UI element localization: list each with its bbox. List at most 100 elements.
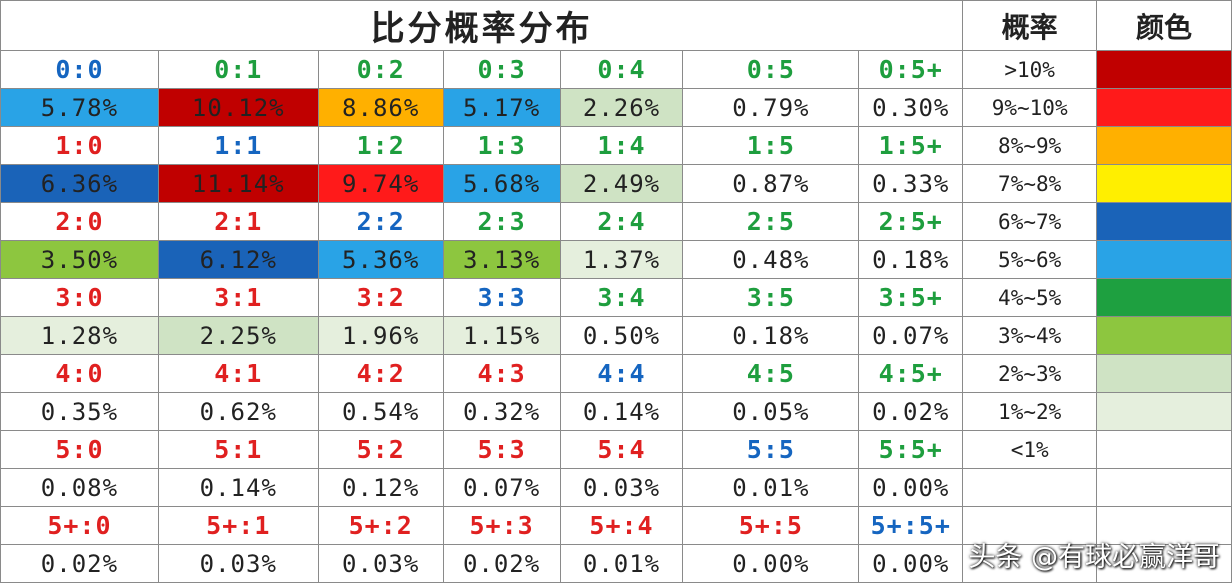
probability-cell: 0.54% xyxy=(317,392,444,431)
score-label: 0:5+ xyxy=(858,50,964,89)
legend-range: 8%~9% xyxy=(962,126,1098,165)
probability-cell: 0.32% xyxy=(442,392,561,431)
legend-swatch xyxy=(1096,468,1232,507)
score-label: 0:1 xyxy=(157,50,319,89)
probability-cell: 0.18% xyxy=(858,240,964,279)
probability-cell: 0.35% xyxy=(0,392,159,431)
score-label-row: 3:0 3:1 3:2 3:3 3:4 3:5 3:5+ 4%~5% xyxy=(0,278,1232,317)
legend-swatch xyxy=(1096,392,1232,431)
legend-swatch xyxy=(1096,544,1232,583)
probability-cell: 0.02% xyxy=(0,544,159,583)
score-label: 2:2 xyxy=(317,202,444,241)
score-label: 1:2 xyxy=(317,126,444,165)
score-label: 1:0 xyxy=(0,126,159,165)
legend-range: 1%~2% xyxy=(962,392,1098,431)
score-label: 0:5 xyxy=(682,50,860,89)
color-header: 颜色 xyxy=(1096,0,1232,51)
probability-cell: 5.78% xyxy=(0,88,159,127)
score-label: 3:3 xyxy=(442,278,561,317)
score-label: 1:5 xyxy=(682,126,860,165)
legend-range xyxy=(962,468,1098,507)
score-label: 5+:0 xyxy=(0,506,159,545)
legend-range xyxy=(962,506,1098,545)
probability-cell: 0.00% xyxy=(682,544,860,583)
probability-cell: 0.07% xyxy=(442,468,561,507)
score-label: 3:5+ xyxy=(858,278,964,317)
probability-cell: 0.14% xyxy=(559,392,684,431)
score-label: 2:4 xyxy=(559,202,684,241)
probability-row: 6.36% 11.14% 9.74% 5.68% 2.49% 0.87% 0.33% 7%~8… xyxy=(0,164,1232,203)
score-label: 4:1 xyxy=(157,354,319,393)
score-label: 5:2 xyxy=(317,430,444,469)
legend-header: 概率 xyxy=(962,0,1098,51)
score-label: 5+:1 xyxy=(157,506,319,545)
probability-row: 1.28% 2.25% 1.96% 1.15% 0.50% 0.18% 0.07% 3%~4% xyxy=(0,316,1232,355)
legend-range: 4%~5% xyxy=(962,278,1098,317)
score-label: 5:5 xyxy=(682,430,860,469)
legend-range xyxy=(962,544,1098,583)
probability-cell: 2.26% xyxy=(559,88,684,127)
legend-swatch xyxy=(1096,50,1232,89)
legend-range: <1% xyxy=(962,430,1098,469)
probability-row: 0.08% 0.14% 0.12% 0.07% 0.03% 0.01% 0.00% xyxy=(0,468,1232,507)
probability-cell: 9.74% xyxy=(317,164,444,203)
score-label: 2:1 xyxy=(157,202,319,241)
probability-cell: 5.17% xyxy=(442,88,561,127)
legend-swatch xyxy=(1096,164,1232,203)
legend-swatch xyxy=(1096,506,1232,545)
score-label: 3:5 xyxy=(682,278,860,317)
score-label: 3:4 xyxy=(559,278,684,317)
probability-cell: 0.30% xyxy=(858,88,964,127)
score-label: 2:5+ xyxy=(858,202,964,241)
score-label: 5+:5 xyxy=(682,506,860,545)
score-label: 1:3 xyxy=(442,126,561,165)
probability-cell: 11.14% xyxy=(157,164,319,203)
score-label: 0:3 xyxy=(442,50,561,89)
probability-cell: 6.36% xyxy=(0,164,159,203)
score-label: 3:2 xyxy=(317,278,444,317)
probability-cell: 3.13% xyxy=(442,240,561,279)
score-label: 1:4 xyxy=(559,126,684,165)
score-label: 5+:5+ xyxy=(858,506,964,545)
probability-cell: 8.86% xyxy=(317,88,444,127)
score-label-row: 5:0 5:1 5:2 5:3 5:4 5:5 5:5+ <1% xyxy=(0,430,1232,469)
legend-swatch xyxy=(1096,354,1232,393)
probability-cell: 10.12% xyxy=(157,88,319,127)
probability-row: 3.50% 6.12% 5.36% 3.13% 1.37% 0.48% 0.18% 5%~6% xyxy=(0,240,1232,279)
legend-swatch xyxy=(1096,88,1232,127)
probability-cell: 6.12% xyxy=(157,240,319,279)
legend-swatch xyxy=(1096,430,1232,469)
legend-swatch xyxy=(1096,316,1232,355)
score-label: 5:1 xyxy=(157,430,319,469)
probability-cell: 0.01% xyxy=(559,544,684,583)
probability-cell: 0.00% xyxy=(858,544,964,583)
probability-cell: 5.68% xyxy=(442,164,561,203)
score-label: 1:5+ xyxy=(858,126,964,165)
probability-cell: 1.15% xyxy=(442,316,561,355)
score-label-row: 0:0 0:1 0:2 0:3 0:4 0:5 0:5+ >10% xyxy=(0,50,1232,89)
probability-cell: 0.48% xyxy=(682,240,860,279)
probability-cell: 0.87% xyxy=(682,164,860,203)
score-label: 0:4 xyxy=(559,50,684,89)
legend-swatch xyxy=(1096,126,1232,165)
score-label: 5+:4 xyxy=(559,506,684,545)
legend-range: 7%~8% xyxy=(962,164,1098,203)
probability-cell: 1.28% xyxy=(0,316,159,355)
probability-cell: 0.02% xyxy=(858,392,964,431)
legend-range: 5%~6% xyxy=(962,240,1098,279)
probability-cell: 0.03% xyxy=(559,468,684,507)
legend-range: 2%~3% xyxy=(962,354,1098,393)
probability-cell: 0.14% xyxy=(157,468,319,507)
score-label: 4:5 xyxy=(682,354,860,393)
score-label-row: 4:0 4:1 4:2 4:3 4:4 4:5 4:5+ 2%~3% xyxy=(0,354,1232,393)
score-label: 1:1 xyxy=(157,126,319,165)
probability-cell: 0.50% xyxy=(559,316,684,355)
header-row: 比分概率分布 概率 颜色 xyxy=(0,0,1232,51)
score-label: 4:5+ xyxy=(858,354,964,393)
probability-cell: 0.03% xyxy=(317,544,444,583)
score-label: 0:0 xyxy=(0,50,159,89)
probability-cell: 0.79% xyxy=(682,88,860,127)
probability-cell: 5.36% xyxy=(317,240,444,279)
probability-cell: 0.62% xyxy=(157,392,319,431)
